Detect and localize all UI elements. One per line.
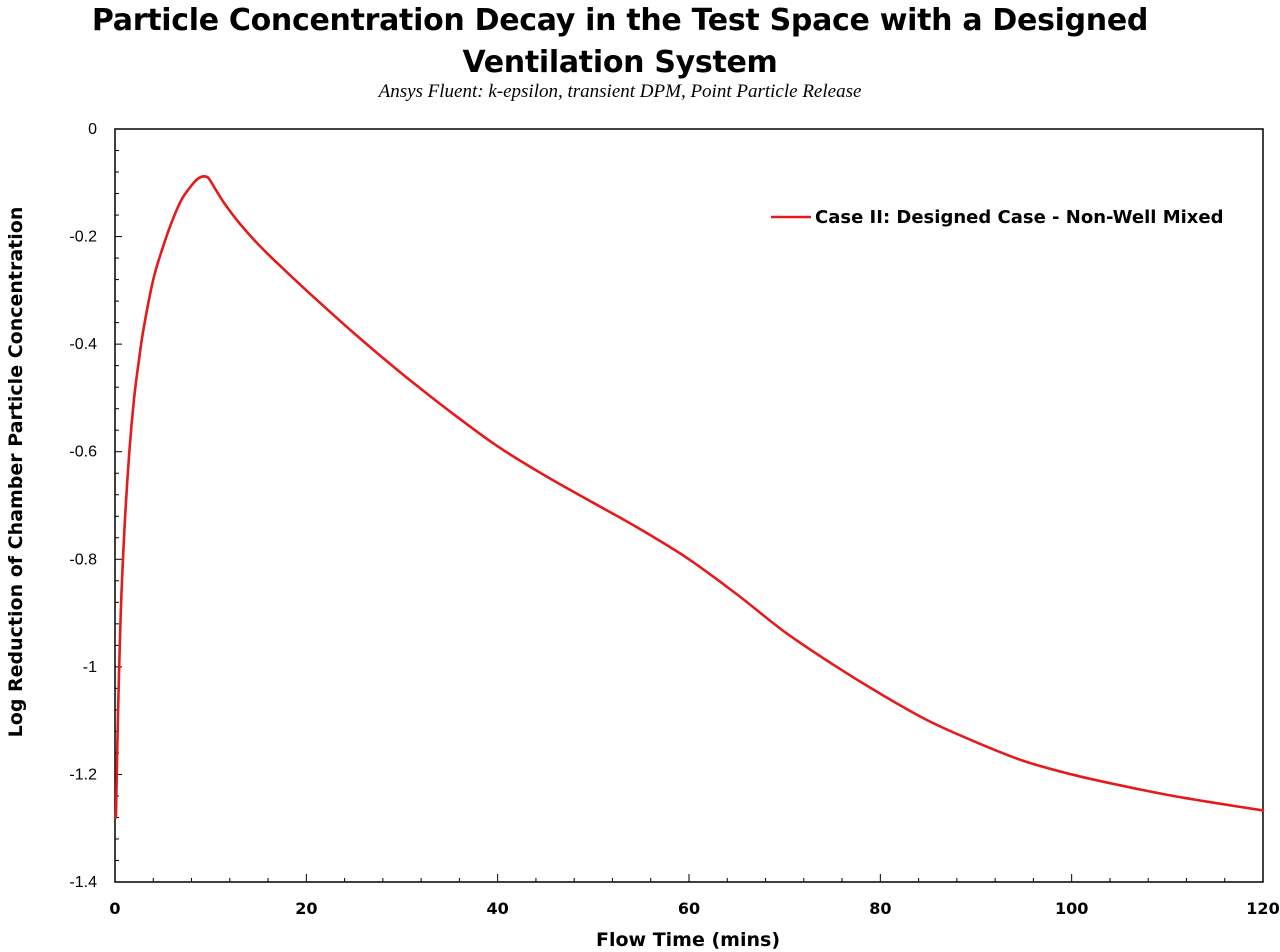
x-tick-label: 80 (869, 899, 891, 918)
series-line (114, 174, 1265, 819)
x-tick-label: 120 (1246, 899, 1279, 918)
y-tick-label: 0 (88, 121, 97, 138)
x-tick-label: 0 (109, 899, 120, 918)
y-tick-label: -0.2 (69, 229, 97, 246)
y-tick-label: -0.8 (69, 551, 97, 568)
chart-subtitle: Ansys Fluent: k-epsilon, transient DPM, … (378, 81, 862, 102)
y-tick-label: -0.4 (69, 336, 97, 353)
legend-label: Case II: Designed Case - Non-Well Mixed (815, 207, 1224, 228)
plot-frame (114, 128, 1264, 883)
y-tick-label: -1.4 (69, 874, 97, 891)
series-layer (114, 174, 1265, 819)
x-tick-label: 60 (678, 899, 700, 918)
chart-title-line-2: Ventilation System (462, 45, 778, 80)
x-tick-label: 40 (487, 899, 509, 918)
y-tick-label: -0.6 (69, 444, 97, 461)
y-tick-label: -1.2 (69, 766, 97, 783)
legend: Case II: Designed Case - Non-Well Mixed (771, 207, 1224, 228)
chart-title-line-1: Particle Concentration Decay in the Test… (91, 3, 1149, 38)
x-axis-label: Flow Time (mins) (596, 929, 780, 951)
axes-layer: 0 20 40 60 80 100 120 0 -0.2 -0.4 -0.6 -0.8 -1 -1.2 -1… (69, 121, 1279, 918)
x-tick-label: 20 (295, 899, 317, 918)
y-axis-label: Log Reduction of Chamber Particle Concen… (5, 207, 27, 738)
x-tick-label: 100 (1055, 899, 1088, 918)
y-tick-label: -1 (83, 659, 97, 676)
chart-title: Particle Concentration Decay in the Test… (0, 0, 1240, 84)
